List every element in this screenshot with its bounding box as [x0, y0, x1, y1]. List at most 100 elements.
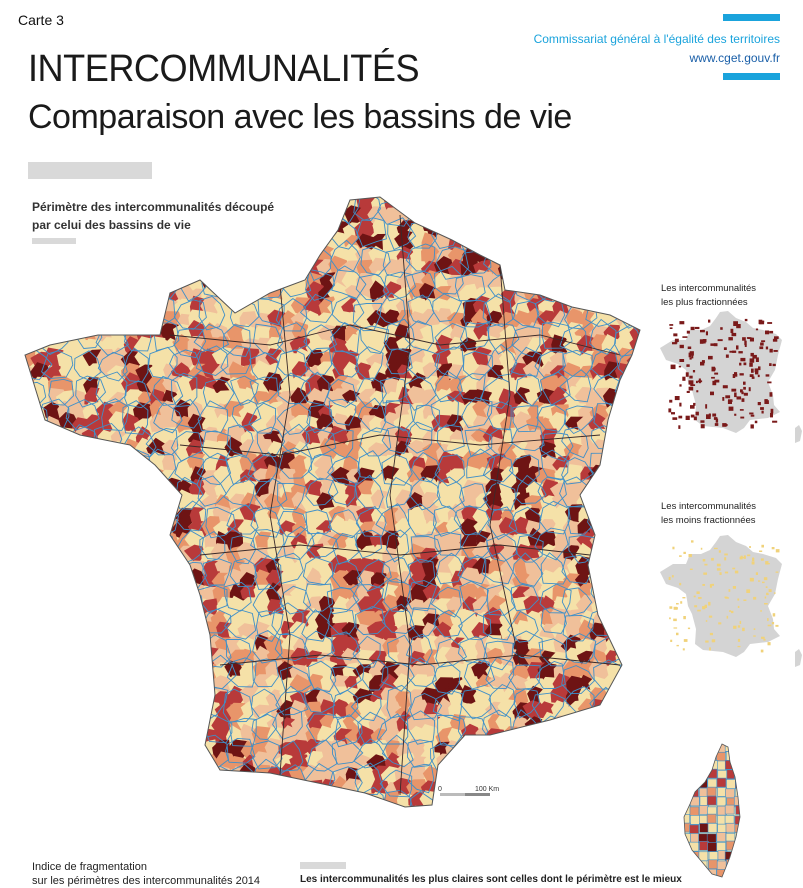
- basin-boundary: [225, 455, 257, 485]
- map-cell: [32, 817, 51, 835]
- map-cell: [45, 441, 66, 460]
- basin-boundary: [540, 449, 569, 481]
- map-cell: [603, 452, 626, 473]
- corsica-cell: [684, 760, 691, 770]
- inset-cell: [670, 639, 673, 642]
- corsica-cell: [707, 823, 718, 833]
- map-cell: [563, 272, 586, 291]
- map-cell: [59, 818, 80, 835]
- basin-boundary: [66, 479, 97, 513]
- map-cell: [94, 529, 116, 549]
- corsica-cell: [706, 786, 717, 797]
- map-cell: [224, 816, 242, 835]
- map-cell: [630, 638, 640, 656]
- inset-cell: [700, 361, 705, 366]
- map-cell: [575, 231, 599, 251]
- basin-boundary: [541, 197, 571, 227]
- basin-boundary: [557, 243, 592, 278]
- corsica-cell: [698, 769, 708, 780]
- map-cell: [566, 197, 587, 216]
- map-cell: [240, 387, 260, 408]
- inset-cell: [693, 416, 697, 421]
- map-cell: [47, 533, 64, 551]
- map-cell: [578, 726, 598, 748]
- map-cell: [31, 558, 48, 580]
- map-cell: [57, 247, 79, 266]
- map-cell: [501, 739, 520, 762]
- map-cell: [630, 220, 640, 243]
- corsica-cell: [744, 823, 750, 832]
- inset-cell: [711, 366, 715, 372]
- map-cell: [265, 775, 286, 798]
- basin-boundary: [147, 666, 175, 692]
- inset-cell: [688, 554, 692, 558]
- map-cell: [97, 298, 118, 318]
- basin-boundary: [71, 714, 99, 744]
- map-cell: [70, 756, 90, 772]
- inset-least-fragmented-caption: Les intercommunalités les moins fraction…: [661, 500, 781, 528]
- basin-boundary: [149, 606, 177, 641]
- map-cell: [25, 570, 42, 591]
- basin-boundary: [434, 322, 468, 350]
- map-cell: [527, 232, 548, 252]
- basin-boundary: [147, 346, 178, 380]
- inset-cell: [716, 563, 721, 567]
- legend-line2: sur les périmètres des intercommunalités…: [32, 875, 261, 887]
- inset-cell: [743, 381, 746, 385]
- map-cell: [58, 688, 79, 707]
- map-cell: [549, 778, 573, 799]
- map-cell: [642, 284, 650, 305]
- corsica-cell: [699, 823, 709, 833]
- inset-cell: [686, 330, 690, 334]
- inset-cell: [700, 329, 705, 333]
- map-cell: [604, 583, 626, 606]
- map-cell: [615, 804, 638, 807]
- basin-boundary: [170, 431, 204, 462]
- map-cell: [43, 779, 64, 798]
- map-cell: [535, 274, 558, 293]
- inset-cell: [765, 561, 769, 565]
- inset-cell: [669, 324, 674, 326]
- map-cell: [107, 493, 130, 512]
- map-cell: [122, 467, 146, 487]
- basin-boundary: [168, 793, 202, 807]
- inset-cell: [685, 415, 690, 420]
- map-cell: [134, 286, 157, 308]
- map-cell: [42, 623, 65, 643]
- basin-boundary: [434, 265, 464, 295]
- map-cell: [32, 260, 54, 279]
- basin-boundary: [124, 380, 151, 409]
- basin-boundary: [330, 796, 363, 807]
- map-cell: [471, 218, 492, 237]
- map-cell: [82, 686, 103, 709]
- basin-boundary: [72, 819, 103, 835]
- inset-cell: [742, 557, 745, 559]
- inset-cell: [718, 550, 721, 553]
- basin-boundary: [481, 552, 514, 585]
- map-cell: [616, 631, 640, 654]
- inset-cell: [755, 369, 759, 375]
- map-cell: [25, 310, 37, 331]
- map-cell: [44, 660, 64, 680]
- map-cell: [137, 633, 156, 655]
- publisher-url[interactable]: www.cget.gouv.fr: [689, 51, 780, 65]
- basin-boundary: [507, 610, 539, 643]
- inset-cell: [679, 321, 685, 325]
- map-cell: [590, 505, 610, 527]
- inset-cell: [734, 372, 738, 375]
- inset-cell: [683, 616, 686, 620]
- map-cell: [121, 490, 143, 512]
- basin-boundary: [283, 525, 315, 560]
- basin-boundary: [561, 665, 596, 695]
- map-cell: [83, 232, 106, 252]
- map-cell: [25, 466, 40, 485]
- map-cell: [147, 818, 167, 835]
- corsica-cell: [744, 861, 750, 870]
- inset-cell: [693, 595, 696, 598]
- map-cell: [120, 544, 142, 562]
- map-cell: [499, 221, 524, 242]
- map-cell: [448, 204, 468, 226]
- inset-cell: [760, 342, 764, 346]
- inset-cell: [766, 593, 769, 596]
- map-cell: [160, 821, 183, 835]
